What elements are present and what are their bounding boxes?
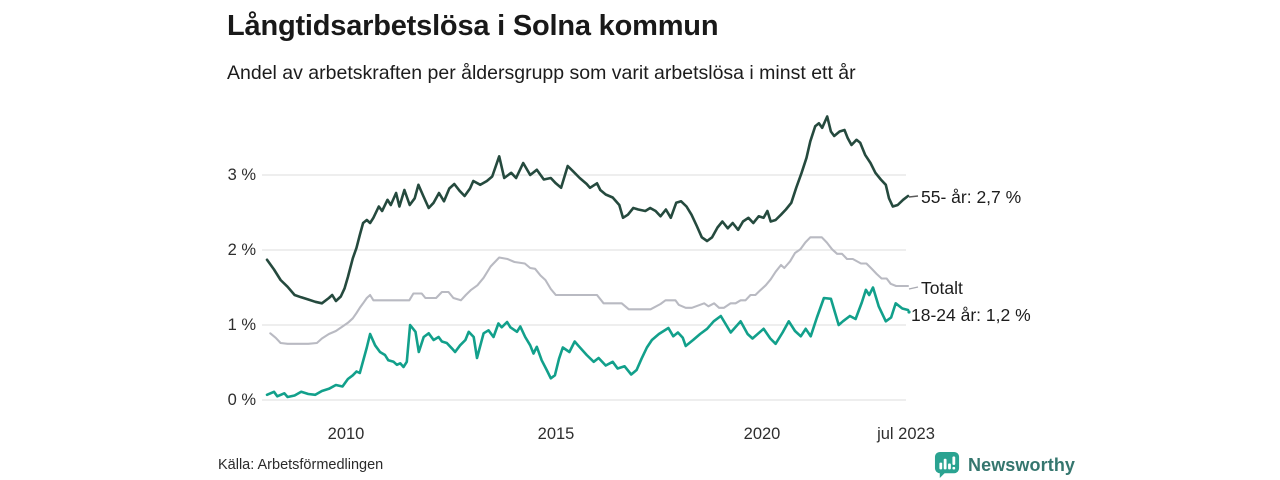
gridlines (262, 174, 906, 401)
newsworthy-icon (934, 451, 960, 479)
series-end-label-18-24: 18-24 år: 1,2 % (911, 305, 1031, 325)
y-axis-tick-0: 0 % (227, 391, 256, 409)
plot-lines (265, 115, 910, 399)
source-note: Källa: Arbetsförmedlingen (218, 457, 384, 473)
series-line-Totalt (269, 236, 910, 345)
series-line-18-24-r (265, 286, 910, 399)
series-end-label-totalt: Totalt (921, 278, 963, 298)
label-leader-18-24 (907, 310, 911, 314)
brand-name: Newsworthy (968, 454, 1076, 475)
label-leader-55 (908, 195, 919, 198)
y-axis-tick-2: 2 % (227, 241, 256, 259)
x-axis-tick-2020: 2020 (743, 425, 781, 443)
brand-logo: Newsworthy (934, 451, 1084, 479)
series-line-55-r (265, 115, 910, 305)
x-axis-tick-jul-2023: jul 2023 (877, 425, 935, 443)
y-axis-tick-3: 3 % (227, 166, 256, 184)
page-title: Långtidsarbetslösa i Solna kommun (227, 10, 719, 42)
x-axis-tick-2010: 2010 (327, 425, 365, 443)
x-axis-tick-2015: 2015 (537, 425, 575, 443)
y-axis-tick-1: 1 % (227, 316, 256, 334)
page-subtitle: Andel av arbetskraften per åldersgrupp s… (227, 62, 856, 84)
label-leader-totalt (908, 286, 919, 290)
series-end-label-55: 55- år: 2,7 % (921, 187, 1022, 207)
